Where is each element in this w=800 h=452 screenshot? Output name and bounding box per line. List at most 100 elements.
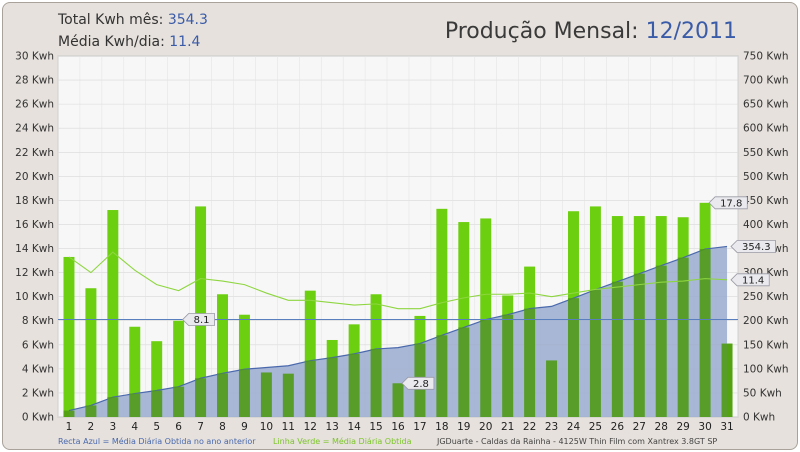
x-tick-label: 23: [545, 421, 558, 433]
total-kwh-value: 354.3: [167, 12, 208, 28]
x-tick-label: 12: [304, 421, 317, 433]
callout-label: 2.8: [413, 379, 429, 390]
bar-overlap: [721, 343, 733, 417]
bar-overlap: [677, 257, 689, 417]
bar: [85, 288, 97, 417]
x-tick-label: 1: [66, 421, 73, 433]
total-kwh-label: Total Kwh mês:: [58, 12, 164, 28]
x-tick-label: 3: [109, 421, 116, 433]
bar-overlap: [85, 405, 97, 417]
x-tick-label: 26: [611, 421, 625, 433]
bar: [217, 294, 228, 417]
x-tick-label: 20: [479, 421, 492, 433]
bar-overlap: [260, 372, 272, 417]
x-tick-label: 2: [88, 421, 95, 433]
bar-overlap: [195, 378, 207, 417]
x-tick-label: 22: [523, 421, 536, 433]
right-tick-label: 450 Kwh: [743, 195, 789, 207]
x-tick-label: 25: [589, 421, 602, 433]
right-tick-label: 500 Kwh: [743, 171, 789, 183]
x-tick-label: 24: [567, 421, 581, 433]
bar-overlap: [304, 360, 316, 417]
right-tick-label: 50 Kwh: [743, 387, 782, 399]
x-tick-label: 8: [219, 421, 226, 433]
left-tick-label: 28 Kwh: [15, 75, 54, 87]
left-tick-label: 12 Kwh: [15, 267, 54, 279]
x-tick-label: 11: [282, 421, 295, 433]
x-tick-label: 16: [391, 421, 405, 433]
chart-title-label: Produção Mensal:: [444, 19, 639, 44]
x-tick-label: 15: [369, 421, 382, 433]
bar-overlap: [348, 353, 360, 417]
bar-overlap: [107, 397, 119, 417]
bar-overlap: [458, 327, 470, 417]
bar-overlap: [238, 369, 250, 417]
bar-overlap: [568, 298, 579, 417]
bar-overlap: [370, 348, 382, 417]
blue-legend: Recta Azul = Média Diária Obtida no ano …: [58, 437, 256, 446]
x-tick-label: 17: [413, 421, 426, 433]
left-tick-label: 6 Kwh: [22, 339, 54, 351]
x-tick-label: 14: [347, 421, 361, 433]
right-tick-label: 750 Kwh: [743, 51, 789, 63]
right-tick-label: 700 Kwh: [743, 75, 789, 87]
bar: [129, 326, 141, 417]
right-tick-label: 0 Kwh: [743, 412, 775, 424]
x-tick-label: 5: [153, 421, 160, 433]
callout-box: [182, 313, 215, 326]
right-tick-label: 650 Kwh: [743, 99, 789, 111]
x-tick-label: 6: [175, 421, 182, 433]
bar: [436, 208, 448, 417]
bar: [238, 314, 250, 417]
callout-label: 8.1: [194, 315, 210, 326]
chart-title: Produção Mensal: 12/2011: [445, 19, 737, 44]
bar: [107, 210, 119, 417]
x-tick-label: 10: [260, 421, 273, 433]
callout-label: 354.3: [742, 242, 771, 253]
callout-box: [730, 273, 770, 287]
left-tick-label: 0 Kwh: [22, 412, 54, 424]
x-tick-label: 29: [676, 421, 689, 433]
right-tick-label: 600 Kwh: [743, 123, 789, 135]
x-tick-label: 4: [131, 421, 138, 433]
x-tick-label: 19: [457, 421, 470, 433]
avg-kwh-value: 11.4: [169, 34, 201, 50]
left-tick-label: 30 Kwh: [15, 51, 54, 63]
bar: [480, 218, 492, 417]
right-tick-label: 200 Kwh: [743, 315, 789, 327]
x-tick-label: 21: [501, 421, 514, 433]
bar-overlap: [173, 386, 185, 417]
right-tick-label: 550 Kwh: [743, 147, 789, 159]
chart-title-value: 12/2011: [645, 19, 737, 44]
bar-overlap: [392, 383, 404, 417]
x-tick-label: 30: [698, 421, 711, 433]
x-tick-label: 18: [435, 421, 448, 433]
bar-overlap: [699, 249, 711, 417]
left-tick-label: 2 Kwh: [22, 387, 54, 399]
bar: [63, 256, 75, 417]
green-legend: Linha Verde = Média Diária Obtida: [273, 437, 412, 446]
left-tick-label: 14 Kwh: [15, 243, 54, 255]
x-tick-label: 7: [197, 421, 204, 433]
x-tick-label: 9: [241, 421, 248, 433]
right-tick-label: 100 Kwh: [743, 363, 789, 375]
bar-overlap: [63, 410, 75, 417]
x-tick-label: 28: [655, 421, 668, 433]
left-tick-label: 26 Kwh: [15, 99, 54, 111]
bar-overlap: [326, 357, 338, 417]
total-kwh: Total Kwh mês: 354.3: [58, 12, 208, 28]
bar-overlap: [436, 335, 448, 417]
bar-overlap: [655, 265, 667, 417]
left-tick-label: 10 Kwh: [15, 291, 54, 303]
callout-label: 17.8: [720, 198, 742, 209]
bar: [304, 290, 316, 417]
left-tick-label: 16 Kwh: [15, 219, 54, 231]
bar-overlap: [151, 390, 163, 417]
bar-overlap: [524, 308, 536, 417]
left-tick-label: 24 Kwh: [15, 123, 54, 135]
left-tick-label: 18 Kwh: [15, 195, 54, 207]
callout-box: [730, 240, 776, 253]
bar-overlap: [633, 273, 645, 417]
left-tick-label: 8 Kwh: [22, 315, 54, 327]
